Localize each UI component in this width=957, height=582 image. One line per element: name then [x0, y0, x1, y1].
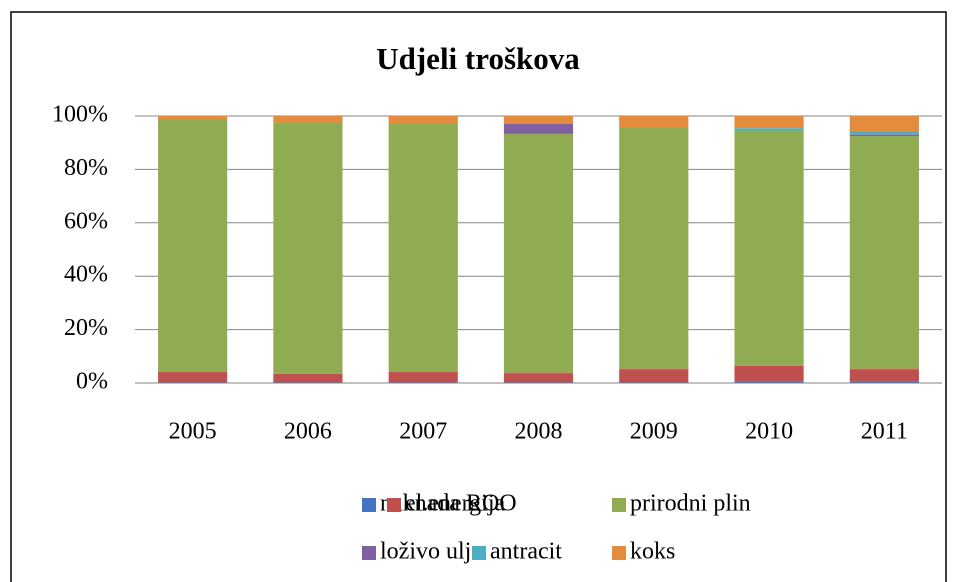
bar-segment: [388, 124, 458, 373]
bar-segment: [849, 136, 919, 370]
bar-segment: [503, 133, 574, 374]
legend-swatch: [472, 546, 486, 560]
legend-label: koks: [630, 539, 675, 565]
x-tick-label: 2008: [515, 419, 563, 445]
chart-title: Udjeli troškova: [376, 41, 580, 76]
y-tick-label: 80%: [64, 155, 108, 181]
bar-segment: [273, 373, 343, 383]
x-tick-label: 2010: [745, 419, 793, 445]
bar-segment: [158, 382, 228, 383]
bar-segment: [158, 120, 228, 373]
bar-segment: [734, 130, 804, 366]
bar-segment: [158, 372, 228, 383]
bar-segment: [849, 116, 919, 133]
y-tick-label: 60%: [64, 208, 108, 234]
bar-segment: [619, 369, 689, 383]
bar-segment: [619, 128, 689, 370]
x-tick-label: 2005: [169, 419, 217, 445]
bar-segment: [273, 382, 343, 383]
legend-label: loživo ulje: [380, 539, 482, 565]
bar-segment: [849, 132, 919, 135]
bar-segment: [849, 134, 919, 137]
bar-segment: [619, 382, 689, 383]
legend-label: prirodni plin: [630, 491, 751, 517]
bar-segment: [849, 369, 919, 382]
bar-segment: [503, 116, 574, 125]
y-tick-label: 20%: [64, 315, 108, 341]
bar-segment: [273, 122, 343, 374]
legend-label: el.energija: [405, 491, 506, 517]
bar-segment: [388, 382, 458, 383]
x-tick-label: 2006: [284, 419, 332, 445]
bar-segment: [734, 381, 804, 383]
bar-segment: [273, 116, 343, 123]
bar-segment: [503, 373, 574, 383]
bar-segment: [503, 382, 574, 383]
x-tick-label: 2009: [630, 419, 678, 445]
x-tick-label: 2007: [399, 419, 447, 445]
legend-label: antracit: [490, 539, 562, 565]
legend-swatch: [387, 498, 401, 512]
bar-segment: [619, 116, 689, 129]
x-tick-label: 2011: [861, 419, 908, 445]
legend-swatch: [612, 498, 626, 512]
bar-segment: [158, 116, 228, 121]
y-tick-label: 100%: [52, 102, 108, 128]
bar-segment: [388, 372, 458, 383]
legend-swatch: [362, 498, 376, 512]
bar-segment: [503, 124, 574, 134]
legend-swatch: [362, 546, 376, 560]
y-tick-label: 0%: [76, 369, 108, 395]
bar-segment: [734, 128, 804, 131]
bar-segment: [734, 116, 804, 129]
y-tick-label: 40%: [64, 262, 108, 288]
bar-segment: [849, 381, 919, 383]
bar-segment: [734, 365, 804, 382]
bar-segment: [388, 116, 458, 125]
legend-swatch: [612, 546, 626, 560]
legend-label: naknada ROO: [380, 491, 517, 517]
